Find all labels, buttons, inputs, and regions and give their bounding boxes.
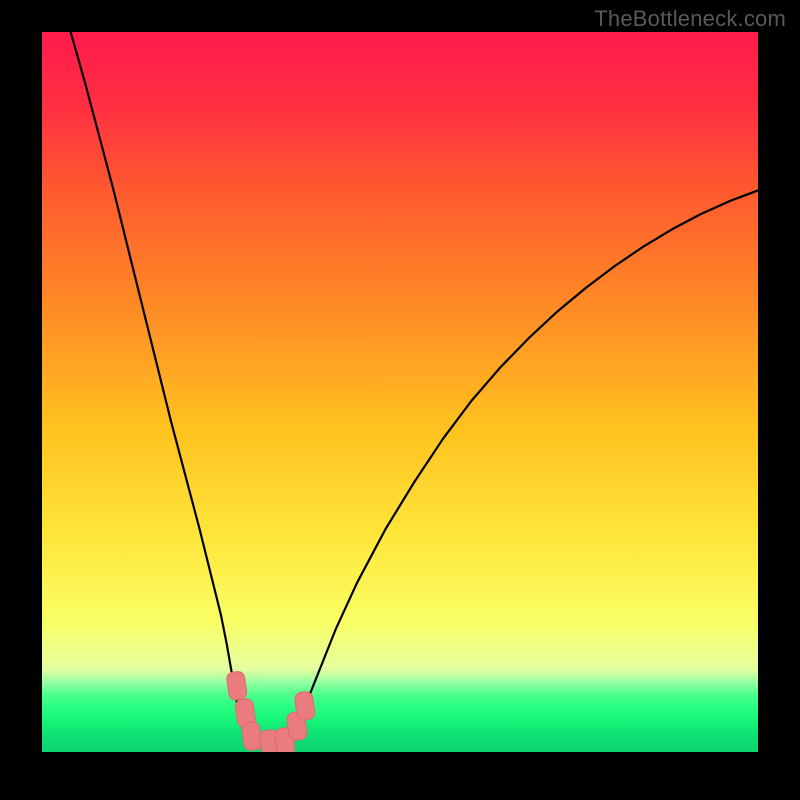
watermark-text: TheBottleneck.com (594, 6, 786, 32)
plot-background (42, 32, 758, 752)
plot-svg (42, 32, 758, 752)
plot-area (42, 32, 758, 752)
data-marker (294, 691, 316, 721)
data-marker (226, 671, 248, 701)
